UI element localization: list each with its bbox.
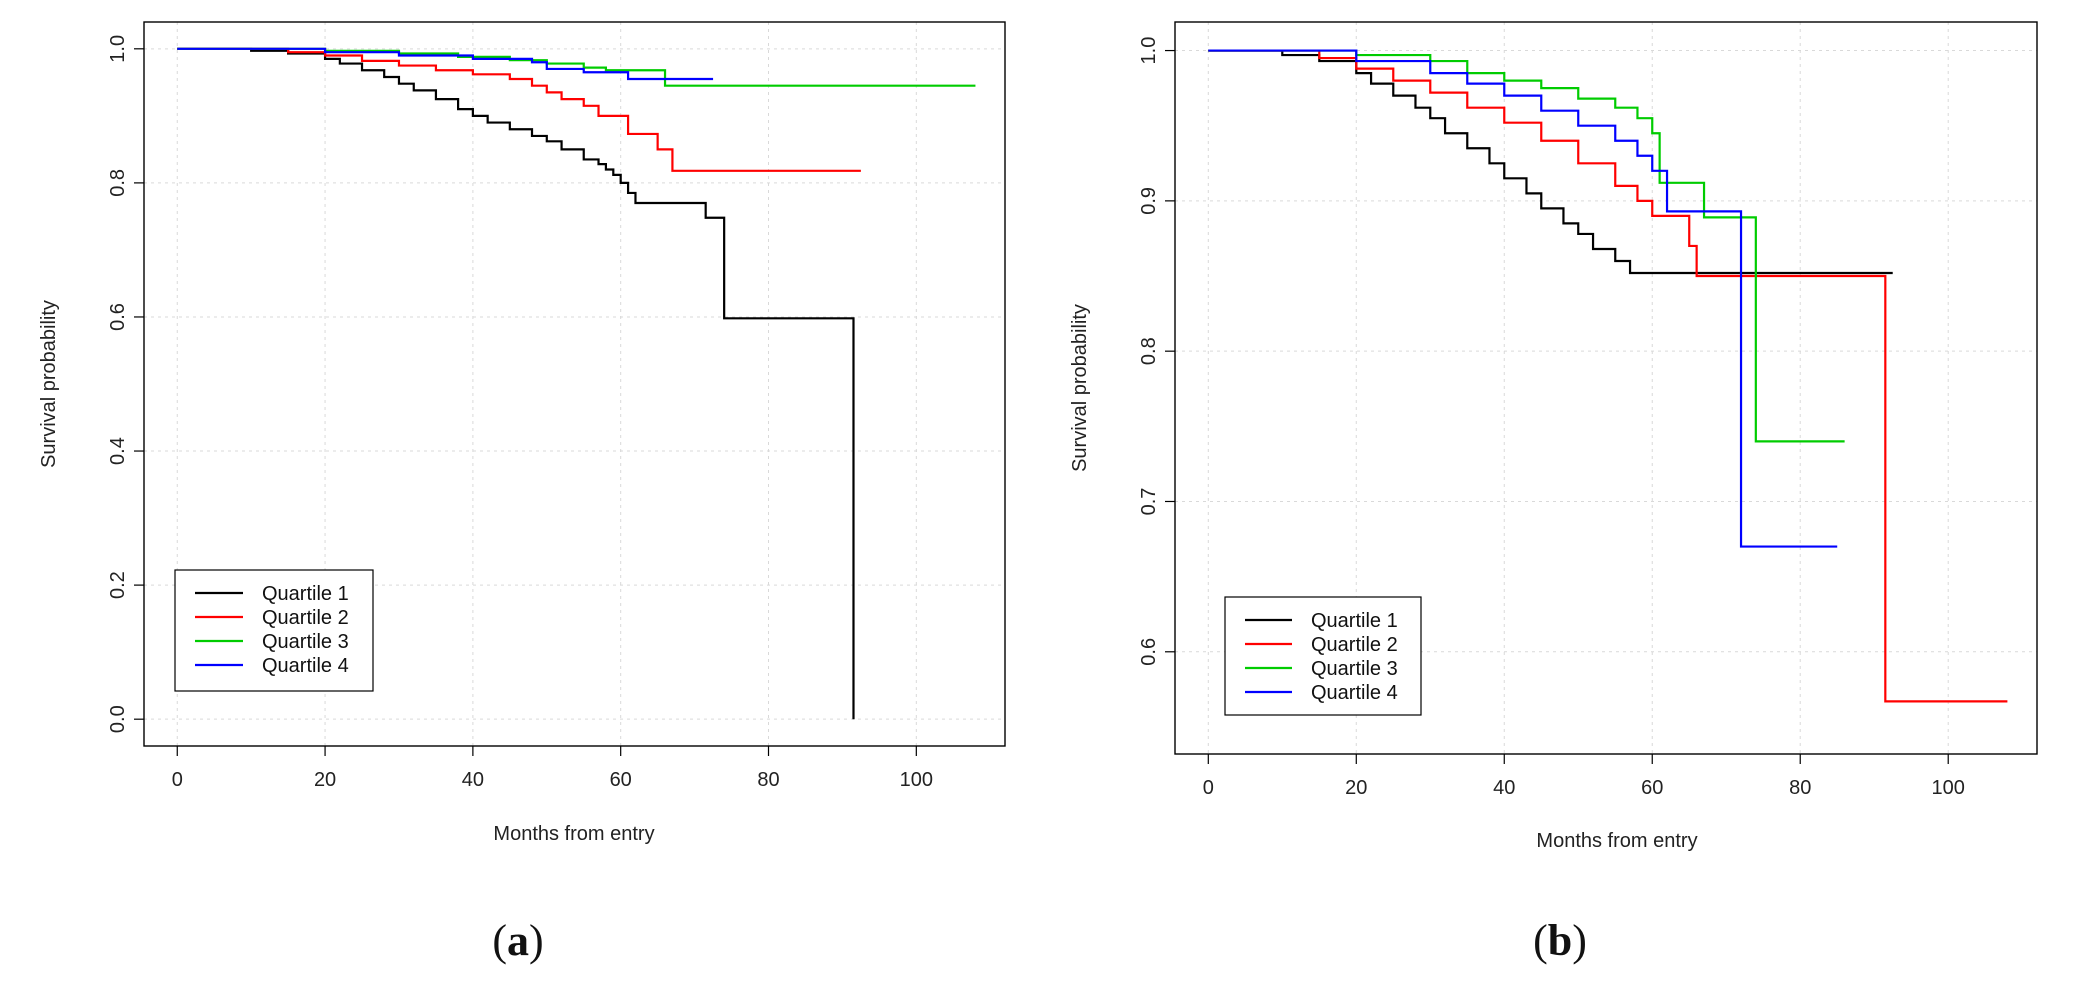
panel-b-x-tick-label: 80 [1789, 777, 1811, 799]
panel-b-label: (b) [1533, 916, 1587, 965]
panel-a-series-2-line [177, 47, 861, 172]
panel-a-label: (a) [492, 916, 543, 965]
panel-b-legend-label-2: Quartile 2 [1311, 634, 1398, 656]
panel-b-x-tick-label: 40 [1493, 777, 1515, 799]
panel-b-y-tick-label: 1.0 [1138, 37, 1160, 65]
panel-b-label-letter: b [1548, 916, 1572, 965]
panel-a-y-tick-label: 0.0 [107, 705, 129, 733]
panel-a-y-tick-label: 1.0 [107, 35, 129, 63]
panel-b-y-axis-title: Survival probability [1069, 304, 1091, 472]
panel-a-x-tick-label: 100 [900, 769, 933, 791]
panel-a-plot-frame [143, 21, 1006, 747]
panel-a-x-tick-label: 20 [314, 769, 336, 791]
panel-b-x-tick-label: 0 [1203, 777, 1214, 799]
panel-b-series-3-line [1208, 49, 1845, 443]
panel-b-legend-label-3: Quartile 3 [1311, 658, 1398, 680]
panel-b-legend-box [1224, 596, 1422, 716]
panel-a-series-1-line [177, 47, 855, 720]
panel-b-series [1208, 49, 2008, 703]
panel-b-axes: 0 20 40 60 80 100 0.6 0.7 0.8 0.9 1.0 [1138, 37, 1965, 799]
panel-a-legend-label-1: Quartile 1 [262, 583, 349, 605]
panel-a-y-tick-label: 0.8 [107, 169, 129, 197]
panel-a-x-axis-title: Months from entry [493, 823, 654, 845]
panel-b-legend-label-4: Quartile 4 [1311, 682, 1398, 704]
panel-a-legend-label-3: Quartile 3 [262, 631, 349, 653]
panel-b-x-axis-title: Months from entry [1536, 830, 1697, 852]
panel-b-series-1-line [1208, 49, 1893, 275]
panel-a-series [177, 47, 976, 720]
panel-a-x-tick-label: 80 [757, 769, 779, 791]
panel-b-series-4-line [1208, 49, 1838, 548]
panel-a-axes: 0 20 40 60 80 100 0.0 0.2 0.4 0.6 0.8 1.0 [107, 35, 933, 791]
panel-a-y-tick-label: 0.2 [107, 571, 129, 599]
panel-a-y-tick-label: 0.4 [107, 437, 129, 465]
panel-a-legend-label-2: Quartile 2 [262, 607, 349, 629]
panel-b-x-tick-label: 20 [1345, 777, 1367, 799]
panel-a-series-3-line [177, 47, 976, 87]
panel-b-series-2-line [1208, 49, 2008, 703]
panel-b-x-tick-label: 60 [1641, 777, 1663, 799]
panel-b-y-tick-label: 0.9 [1138, 187, 1160, 215]
panel-a-x-tick-label: 0 [172, 769, 183, 791]
panel-a-legend-label-4: Quartile 4 [262, 655, 349, 677]
panel-a-y-axis-title: Survival probability [38, 300, 60, 468]
panel-a-label-letter: a [507, 916, 529, 965]
panel-b-grid [1175, 22, 2037, 754]
panel-a-x-tick-label: 40 [462, 769, 484, 791]
panel-a-y-tick-label: 0.6 [107, 303, 129, 331]
panel-b-y-tick-label: 0.7 [1138, 488, 1160, 516]
panel-b-legend-label-1: Quartile 1 [1311, 610, 1398, 632]
panel-b-x-tick-label: 100 [1932, 777, 1965, 799]
panel-a-x-tick-label: 60 [610, 769, 632, 791]
panel-b-plot-frame [1174, 21, 2038, 755]
panel-b-y-tick-label: 0.8 [1138, 337, 1160, 365]
panel-b: 0 20 40 60 80 100 0.6 0.7 0.8 0.9 1.0 Months from … [1069, 21, 2038, 965]
panel-b-y-tick-label: 0.6 [1138, 638, 1160, 666]
panel-a-series-4-line [177, 47, 714, 81]
panel-a: 0 20 40 60 80 100 0.0 0.2 0.4 0.6 0.8 1.0 Months fr… [38, 21, 1006, 965]
panel-a-legend-box [174, 569, 374, 692]
